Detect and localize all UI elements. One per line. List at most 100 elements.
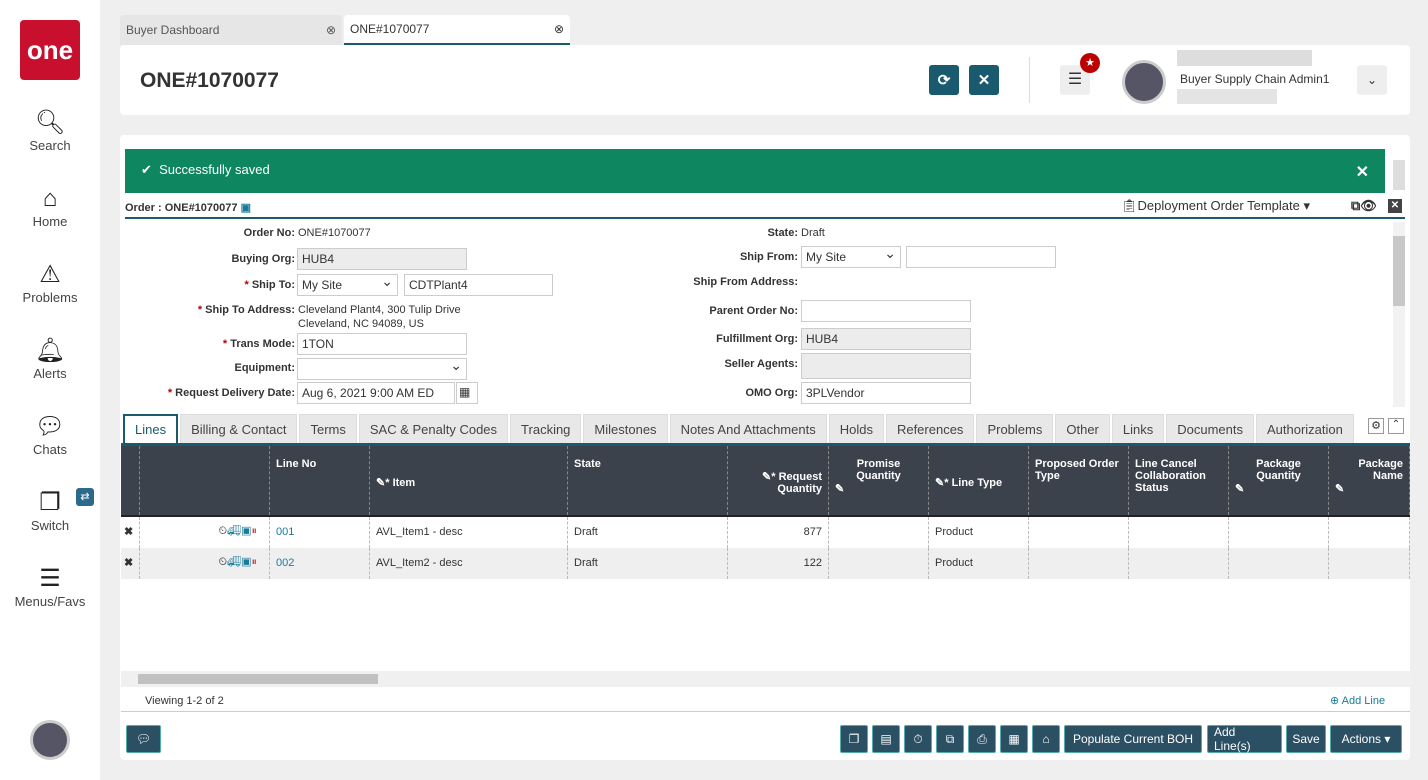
close-icon[interactable]: ⊗ bbox=[325, 23, 336, 37]
sidebar-item-menus[interactable]: ☰ Menus/Favs bbox=[0, 564, 100, 609]
list-button[interactable]: ▤ bbox=[872, 725, 900, 753]
omo-org-field[interactable]: 3PLVendor bbox=[801, 382, 971, 404]
schedule-icon[interactable]: ⏲ bbox=[218, 556, 228, 568]
tab-billing[interactable]: Billing & Contact bbox=[180, 414, 298, 443]
equipment-select[interactable] bbox=[297, 357, 467, 380]
col-item[interactable]: ✎* Item bbox=[370, 446, 568, 515]
sidebar-item-chats[interactable]: 💬︎ Chats bbox=[0, 412, 100, 457]
tab-documents[interactable]: Documents bbox=[1166, 414, 1254, 443]
tab-buyer-dashboard[interactable]: Buyer Dashboard ⊗ bbox=[120, 15, 342, 45]
col-package-quantity[interactable]: Package Quantity ✎ bbox=[1229, 446, 1329, 515]
collapse-icon[interactable]: ⌃ bbox=[1388, 418, 1404, 434]
hold-icon[interactable]: ⏸ bbox=[251, 556, 258, 568]
switch-icon: ❐ bbox=[39, 489, 61, 516]
truck-icon[interactable]: 🚚︎ bbox=[227, 556, 242, 568]
logo[interactable]: one bbox=[20, 20, 80, 80]
banner-scrollbar[interactable] bbox=[1393, 160, 1405, 190]
tab-tracking[interactable]: Tracking bbox=[510, 414, 582, 443]
delete-icon[interactable]: ✖ bbox=[121, 517, 140, 548]
refresh-button[interactable]: ⟳ bbox=[929, 65, 959, 95]
line-cancel-cell bbox=[1129, 517, 1229, 548]
copy-button[interactable]: ❐ bbox=[840, 725, 868, 753]
edit-icon: ✎ bbox=[1235, 483, 1245, 495]
col-line-type[interactable]: ✎* Line Type bbox=[929, 446, 1029, 515]
tab-sac[interactable]: SAC & Penalty Codes bbox=[358, 414, 509, 443]
tab-problems[interactable]: Problems bbox=[976, 414, 1054, 443]
swap-icon[interactable]: ⇄ bbox=[76, 488, 94, 506]
schedule-icon[interactable]: ⏲ bbox=[218, 525, 228, 537]
close-icon[interactable]: ✕ bbox=[1388, 199, 1402, 213]
archive-icon[interactable]: ▣ bbox=[240, 202, 251, 214]
close-icon[interactable]: ⊗ bbox=[553, 22, 564, 36]
chat-button[interactable]: 💬︎ bbox=[126, 725, 161, 753]
ship-to-select[interactable]: My Site bbox=[297, 273, 398, 296]
tab-order[interactable]: ONE#1070077 ⊗ bbox=[344, 15, 570, 45]
proposed-order-type-cell bbox=[1029, 517, 1129, 548]
add-line-link[interactable]: ⊕ Add Line bbox=[1330, 695, 1386, 707]
parent-order-no-field[interactable] bbox=[801, 300, 971, 322]
sidebar-item-problems[interactable]: ⚠ Problems bbox=[0, 260, 100, 305]
tab-notes[interactable]: Notes And Attachments bbox=[669, 414, 827, 443]
schedule-button[interactable]: ⏱ bbox=[904, 725, 932, 753]
line-no-link[interactable]: 001 bbox=[270, 517, 370, 548]
col-package-name[interactable]: Package Name ✎ bbox=[1329, 446, 1410, 515]
sidebar-item-switch[interactable]: ❐ Switch bbox=[0, 488, 100, 533]
template-selector[interactable]: 📋︎Deployment Order Template ▾ bbox=[1121, 198, 1310, 213]
delete-icon[interactable]: ✖ bbox=[121, 548, 140, 579]
hold-icon[interactable]: ⏸ bbox=[251, 525, 258, 537]
tab-other[interactable]: Other bbox=[1055, 414, 1110, 443]
calendar-icon[interactable]: ▦ bbox=[456, 382, 478, 404]
warehouse-button[interactable]: ⌂ bbox=[1032, 725, 1060, 753]
tab-links[interactable]: Links bbox=[1111, 414, 1165, 443]
hierarchy-icon[interactable]: ⧉👁︎ bbox=[1351, 198, 1377, 213]
calculator-button[interactable]: ▦ bbox=[1000, 725, 1028, 753]
table-row[interactable] bbox=[121, 517, 1410, 548]
col-line-cancel[interactable]: Line Cancel Collaboration Status bbox=[1129, 446, 1229, 515]
add-lines-button[interactable]: Add Line(s) bbox=[1207, 725, 1282, 753]
form-scrollbar[interactable] bbox=[1393, 222, 1405, 407]
tab-terms[interactable]: Terms bbox=[299, 414, 357, 443]
tab-references[interactable]: References bbox=[885, 414, 975, 443]
tab-milestones[interactable]: Milestones bbox=[583, 414, 668, 443]
ship-from-select[interactable]: My Site bbox=[801, 245, 901, 268]
dismiss-icon[interactable]: ✕ bbox=[1355, 164, 1369, 181]
col-request-quantity[interactable]: ✎* Request Quantity bbox=[728, 446, 829, 515]
sidebar-item-home[interactable]: ⌂ Home bbox=[0, 184, 100, 229]
col-promise-quantity[interactable]: Promise Quantity ✎ bbox=[829, 446, 929, 515]
ship-to-field[interactable]: CDTPlant4 bbox=[404, 274, 553, 296]
ship-from-field[interactable] bbox=[906, 246, 1056, 268]
bell-icon: 🔔︎ bbox=[34, 337, 66, 364]
avatar[interactable] bbox=[30, 720, 70, 760]
seller-agents-field[interactable] bbox=[801, 353, 971, 379]
favorites-star-icon[interactable]: ★ bbox=[1080, 53, 1100, 73]
line-no-link[interactable]: 002 bbox=[270, 548, 370, 579]
col-line-no[interactable]: Line No bbox=[270, 446, 370, 515]
tab-authorization[interactable]: Authorization bbox=[1255, 414, 1354, 443]
close-button[interactable]: ✕ bbox=[969, 65, 999, 95]
save-button[interactable]: Save bbox=[1286, 725, 1326, 753]
documents-button[interactable]: ⧉ bbox=[936, 725, 964, 753]
archive-icon[interactable]: ▣ bbox=[241, 525, 252, 537]
table-row[interactable] bbox=[121, 548, 1410, 579]
settings-gear-icon[interactable]: ⚙ bbox=[1368, 418, 1384, 434]
sidebar-item-search[interactable]: 🔍︎ Search bbox=[0, 108, 100, 153]
tab-holds[interactable]: Holds bbox=[828, 414, 884, 443]
trans-mode-field[interactable]: 1TON bbox=[297, 333, 467, 355]
archive-icon[interactable]: ▣ bbox=[241, 556, 252, 568]
fulfillment-org-field[interactable]: HUB4 bbox=[801, 328, 971, 350]
panel-tabs: Lines Billing & Contact Terms SAC & Pena… bbox=[123, 414, 1354, 443]
horizontal-scrollbar[interactable] bbox=[121, 671, 1410, 687]
actions-button[interactable]: Actions ▾ bbox=[1330, 725, 1402, 753]
request-delivery-date-field[interactable]: Aug 6, 2021 9:00 AM ED bbox=[297, 382, 455, 404]
col-proposed-order-type[interactable]: Proposed Order Type bbox=[1029, 446, 1129, 515]
truck-icon[interactable]: 🚚︎ bbox=[227, 525, 242, 537]
print-button[interactable]: ⎙ bbox=[968, 725, 996, 753]
sidebar-item-alerts[interactable]: 🔔︎ Alerts bbox=[0, 336, 100, 381]
user-menu-chevron-icon[interactable]: ⌄ bbox=[1357, 65, 1387, 95]
tab-lines[interactable]: Lines bbox=[123, 414, 179, 443]
request-quantity-cell: 122 bbox=[728, 548, 829, 579]
populate-boh-button[interactable]: Populate Current BOH bbox=[1064, 725, 1202, 753]
user-avatar[interactable] bbox=[1122, 60, 1166, 104]
col-state[interactable]: State bbox=[568, 446, 728, 515]
buying-org-field[interactable]: HUB4 bbox=[297, 248, 467, 270]
